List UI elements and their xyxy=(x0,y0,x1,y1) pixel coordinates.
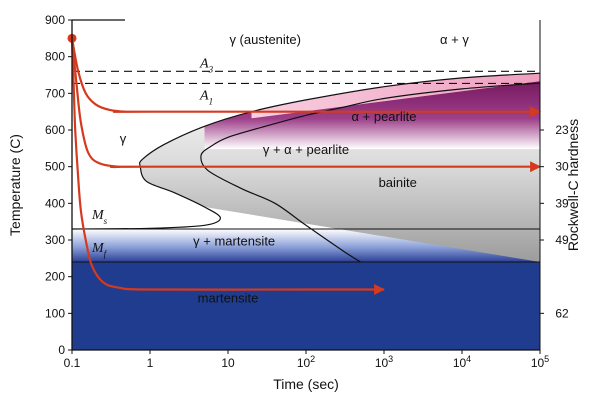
reference-lines: A3 A1 Ms Mf xyxy=(72,56,540,263)
martensite-region xyxy=(72,262,540,350)
phase-label-1: γ (austenite) xyxy=(229,32,301,47)
label-Ms: Ms xyxy=(91,208,108,226)
phase-label-8: martensite xyxy=(198,290,259,305)
phase-label-5: γ xyxy=(120,131,127,146)
axes: 0 100 200 300 400 500 600 700 800 900 0.1 1 10 102 103… xyxy=(45,13,569,370)
y-tick-label: 900 xyxy=(45,13,65,27)
label-A3: A3 xyxy=(199,56,214,74)
y-tick-label: 600 xyxy=(45,123,65,137)
x-tick-label: 102 xyxy=(297,354,315,370)
curve-start xyxy=(72,72,540,230)
cooling-path-3 xyxy=(70,38,386,295)
x-tick-label: 1 xyxy=(147,356,154,370)
y-tick-label: 0 xyxy=(58,343,65,357)
phase-label-2: α + γ xyxy=(440,32,469,47)
y-tick-label: 400 xyxy=(45,196,65,210)
cooling-path-1 xyxy=(70,38,542,118)
hardness-tick-label: 30 xyxy=(555,160,569,174)
x-tick-label: 10 xyxy=(221,356,235,370)
y-tick-label: 300 xyxy=(45,233,65,247)
x-tick-label: 103 xyxy=(375,354,393,370)
y-tick-label: 500 xyxy=(45,160,65,174)
transformation-curves xyxy=(72,72,540,263)
label-A1: A1 xyxy=(199,88,213,106)
y-tick-label: 200 xyxy=(45,270,65,284)
x-tick-label: 105 xyxy=(531,354,549,370)
hardness-axis-label: Rockwell-C hardness xyxy=(565,119,581,251)
x-tick-label: 104 xyxy=(453,354,471,370)
label-Mf: Mf xyxy=(91,241,108,259)
hardness-tick-label: 62 xyxy=(555,306,569,320)
curve-finish xyxy=(200,82,540,263)
y-tick-label: 100 xyxy=(45,306,65,320)
x-tick-label: 0.1 xyxy=(64,356,81,370)
phase-label-6: bainite xyxy=(379,175,417,190)
phase-labels: γ (austenite) α + γ α + pearlite γ + α + pe… xyxy=(120,32,470,306)
phase-label-7: γ + martensite xyxy=(193,234,275,249)
hardness-tick-label: 49 xyxy=(555,233,569,247)
hardness-tick-label: 23 xyxy=(555,123,569,137)
alpha-gamma-band xyxy=(251,73,540,119)
y-tick-label: 800 xyxy=(45,50,65,64)
cooling-paths xyxy=(67,33,542,295)
y-tick-label: 700 xyxy=(45,86,65,100)
cooling-path-2 xyxy=(70,38,542,173)
hardness-tick-label: 39 xyxy=(555,196,569,210)
phase-label-3: α + pearlite xyxy=(352,109,417,124)
y-axis-label: Temperature (C) xyxy=(7,134,23,236)
phase-label-4: γ + α + pearlite xyxy=(263,142,349,157)
x-axis-label: Time (sec) xyxy=(273,376,339,392)
